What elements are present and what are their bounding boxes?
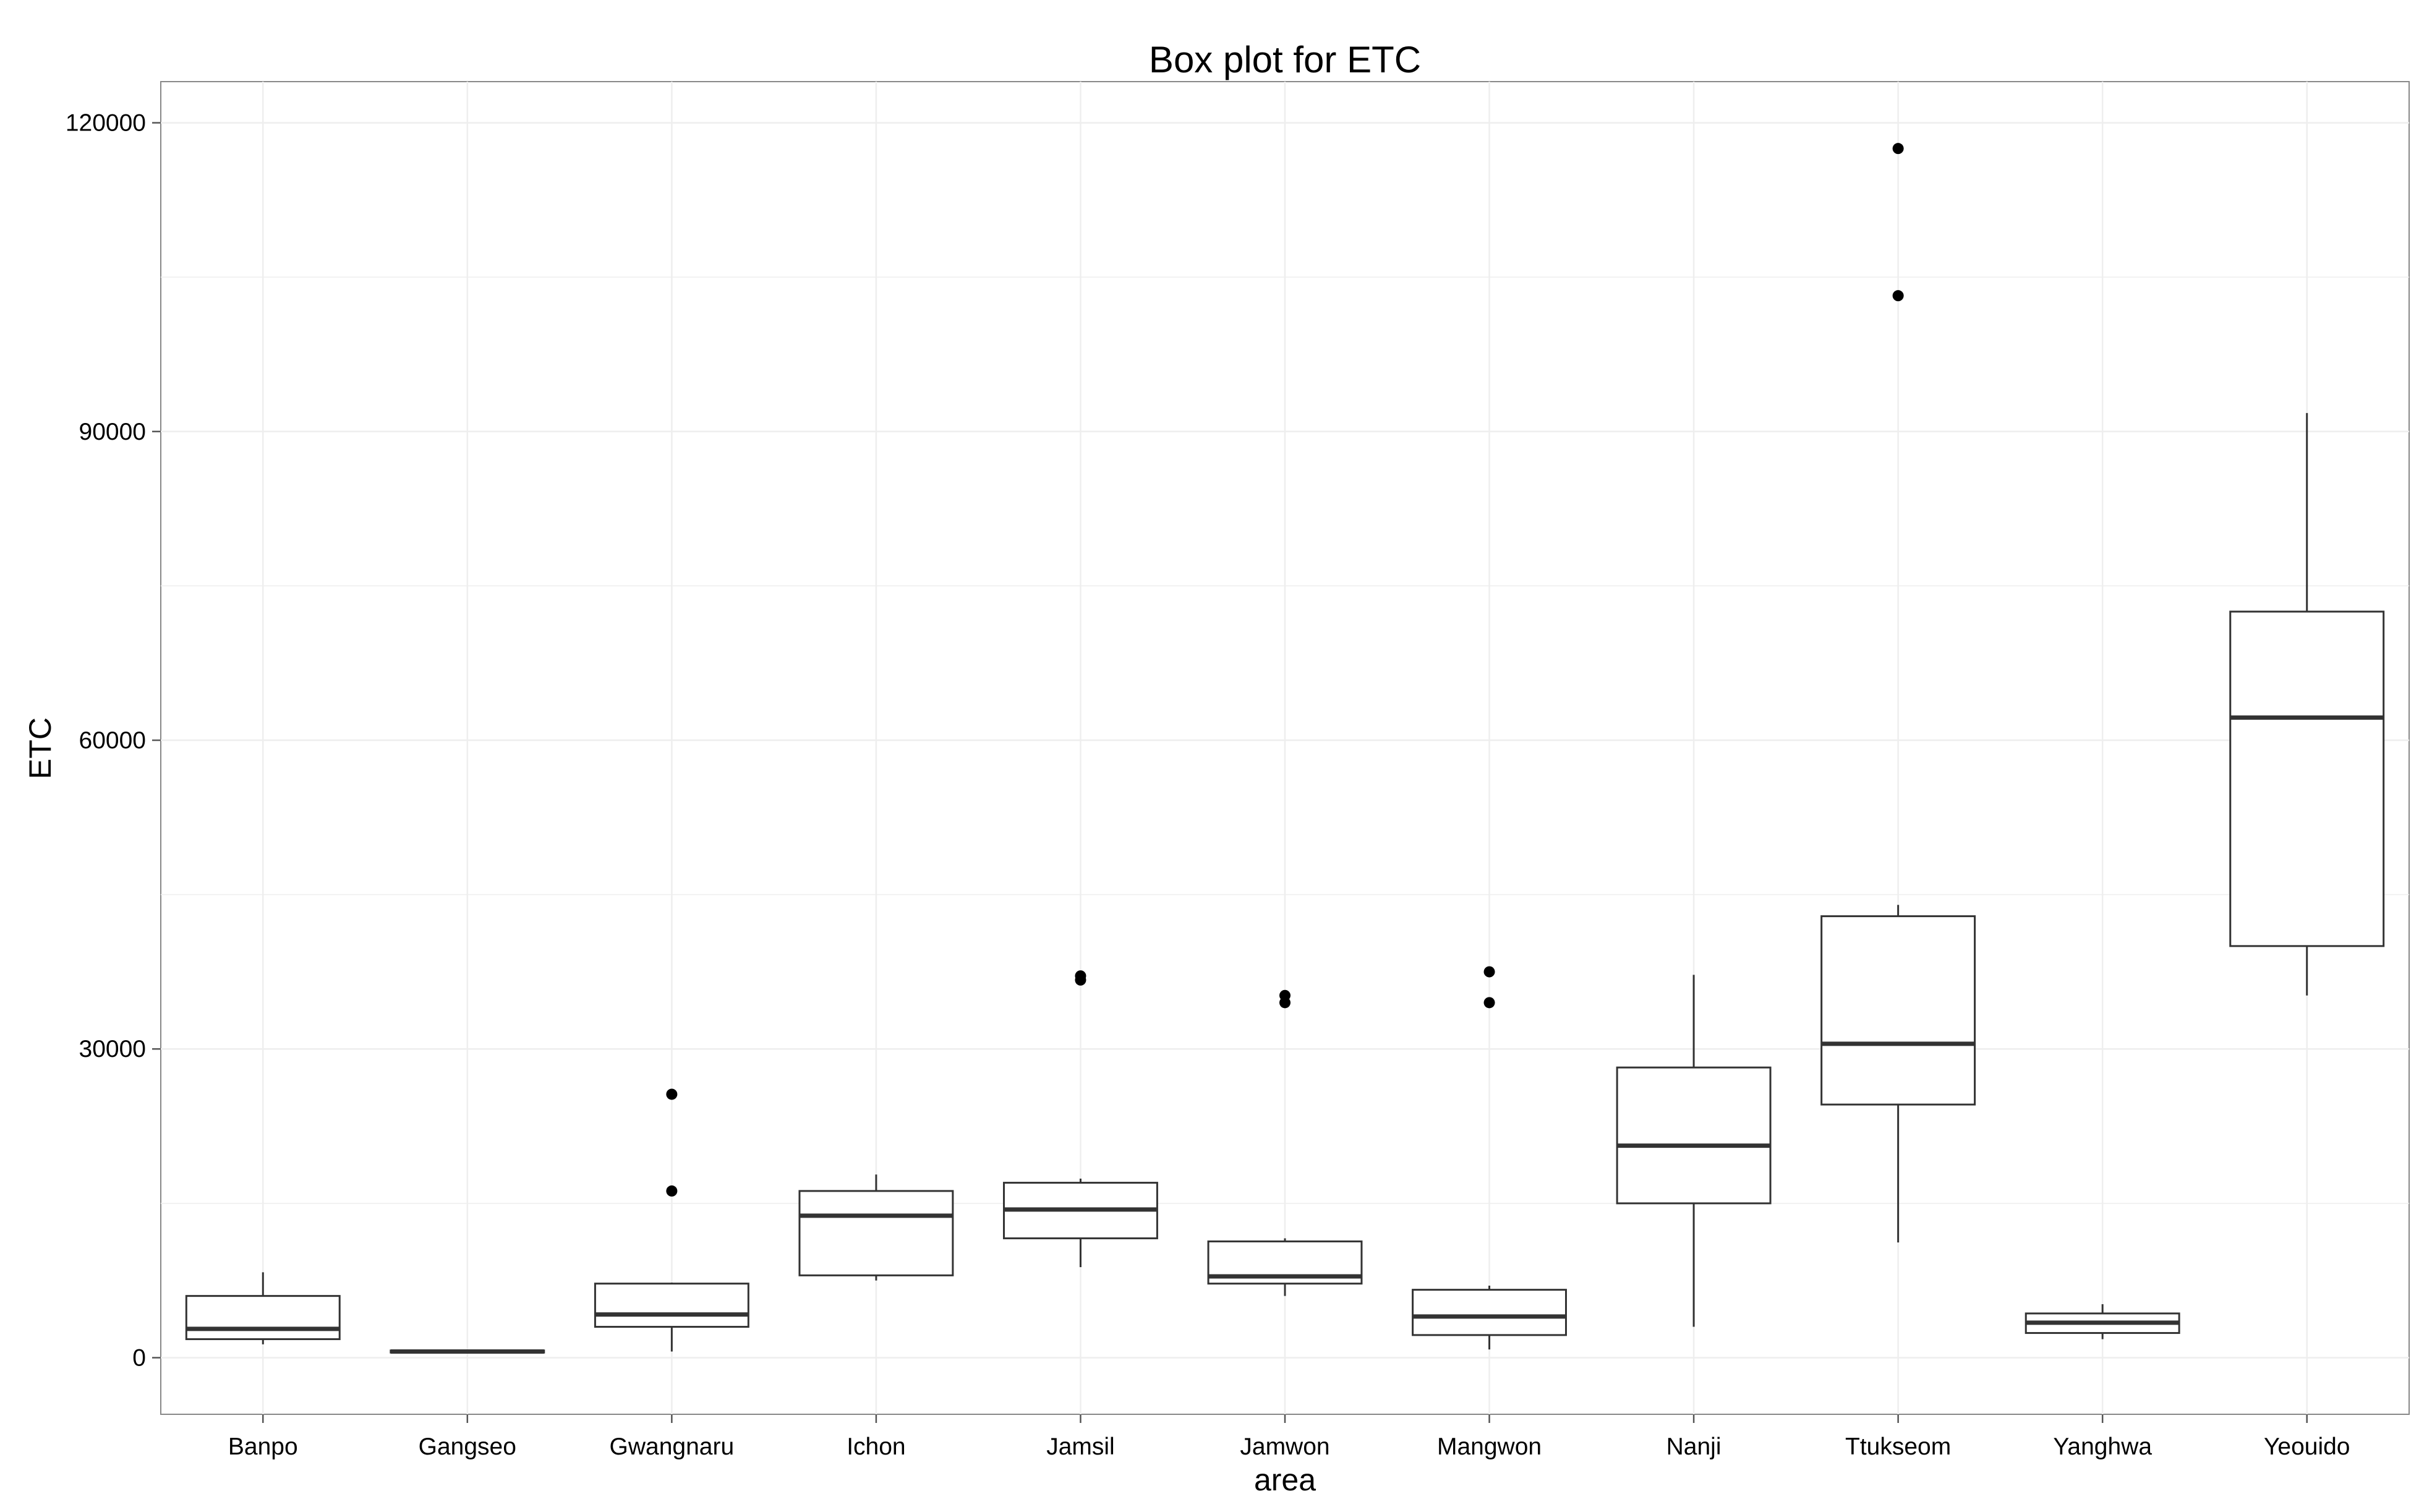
box-iqr <box>1820 915 1976 1106</box>
box-yanghwa <box>2025 1304 2180 1339</box>
outlier-point <box>666 1088 678 1100</box>
chart-title: Box plot for ETC <box>1149 39 1421 80</box>
x-tick-label: Banpo <box>228 1433 298 1460</box>
boxes-group <box>185 143 2385 1354</box>
grid-lines <box>161 82 2409 1414</box>
outlier-point <box>1279 989 1291 1001</box>
x-tick-label: Mangwon <box>1437 1433 1542 1460</box>
x-axis: Banpo Gangseo Gwangnaru Ichon Jamsil Jamwon Ma… <box>228 1414 2350 1460</box>
box-ichon <box>798 1174 954 1281</box>
y-tick-label: 30000 <box>79 1036 146 1062</box>
box-mangwon <box>1412 966 1567 1350</box>
outlier-point <box>1892 290 1904 302</box>
box-gangseo <box>390 1349 545 1354</box>
box-iqr <box>594 1283 749 1328</box>
x-tick-label: Jamsil <box>1046 1433 1115 1460</box>
y-axis: 0 30000 60000 90000 120000 <box>66 110 161 1371</box>
x-tick-label: Gwangnaru <box>610 1433 735 1460</box>
y-tick-label: 120000 <box>66 110 146 137</box>
box-iqr <box>185 1295 341 1341</box>
y-tick-label: 60000 <box>79 727 146 754</box>
box-yeouido <box>2229 412 2385 996</box>
outlier-point <box>666 1185 678 1197</box>
x-tick-label: Ttukseom <box>1845 1433 1951 1460</box>
box-iqr <box>1412 1289 1567 1336</box>
box-iqr <box>1616 1066 1772 1205</box>
box-nanji <box>1616 975 1772 1327</box>
outlier-point <box>1483 997 1495 1009</box>
box-iqr <box>2229 610 2385 947</box>
box-ttukseom <box>1820 143 1976 1243</box>
x-tick-label: Nanji <box>1666 1433 1722 1460</box>
y-axis-title: ETC <box>23 717 58 779</box>
box-jamsil <box>1003 970 1158 1268</box>
x-tick-label: Jamwon <box>1240 1433 1329 1460</box>
outlier-point <box>1892 143 1904 155</box>
outlier-point <box>1483 966 1495 978</box>
y-tick-label: 90000 <box>79 419 146 445</box>
outlier-point <box>1075 970 1086 982</box>
x-tick-label: Ichon <box>847 1433 905 1460</box>
x-tick-label: Yanghwa <box>2053 1433 2152 1460</box>
y-tick-label: 0 <box>132 1344 146 1371</box>
box-gwangnaru <box>594 1088 749 1352</box>
x-axis-title: area <box>1254 1463 1316 1497</box>
box-banpo <box>185 1272 341 1344</box>
x-tick-label: Yeouido <box>2264 1433 2350 1460</box>
box-iqr <box>798 1190 954 1276</box>
x-tick-label: Gangseo <box>419 1433 516 1460</box>
box-jamwon <box>1207 989 1363 1296</box>
